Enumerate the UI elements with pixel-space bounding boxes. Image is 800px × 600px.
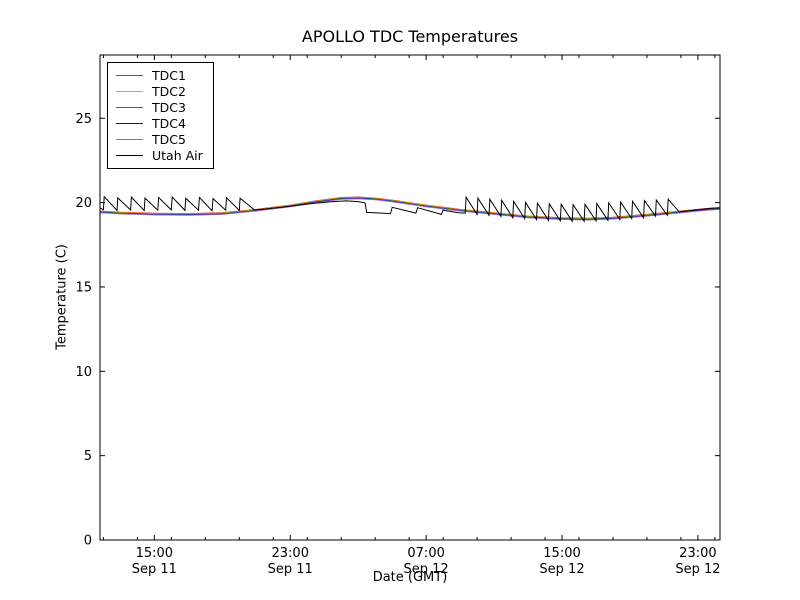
legend-label: Utah Air <box>152 148 203 163</box>
legend: TDC1 TDC2 TDC3 TDC4 TDC5 Utah Air <box>107 62 214 169</box>
legend-item: Utah Air <box>116 149 203 162</box>
legend-line-swatch <box>116 123 143 124</box>
axis-ticks <box>100 55 720 541</box>
y-tick-label: 0 <box>84 534 92 549</box>
y-tick-label: 10 <box>75 365 92 380</box>
legend-item: TDC2 <box>116 85 203 98</box>
legend-line-swatch <box>116 155 143 156</box>
x-axis-label: Date (GMT) <box>372 570 448 585</box>
y-tick-label: 5 <box>84 449 92 464</box>
legend-line-swatch <box>116 107 143 108</box>
legend-label: TDC1 <box>152 68 186 83</box>
x-tick-time-label: 23:00 <box>272 546 309 561</box>
legend-item: TDC5 <box>116 133 203 146</box>
legend-line-swatch <box>116 139 143 140</box>
x-tick-time-label: 15:00 <box>543 546 580 561</box>
x-tick-date-label: Sep 12 <box>675 562 720 577</box>
legend-label: TDC4 <box>152 116 186 131</box>
legend-label: TDC5 <box>152 132 186 147</box>
legend-label: TDC2 <box>152 84 186 99</box>
legend-item: TDC3 <box>116 101 203 114</box>
series-line-utah-air <box>100 195 720 223</box>
series-lines <box>100 195 720 223</box>
x-tick-time-label: 15:00 <box>136 546 173 561</box>
legend-line-swatch <box>116 91 143 92</box>
y-tick-label: 25 <box>75 112 92 127</box>
x-tick-time-label: 23:00 <box>679 546 716 561</box>
legend-item: TDC1 <box>116 69 203 82</box>
x-tick-time-label: 07:00 <box>407 546 444 561</box>
chart-title: APOLLO TDC Temperatures <box>301 27 519 46</box>
legend-label: TDC3 <box>152 100 186 115</box>
y-tick-label: 20 <box>75 196 92 211</box>
legend-item: TDC4 <box>116 117 203 130</box>
x-tick-date-label: Sep 12 <box>539 562 584 577</box>
y-tick-label: 15 <box>75 280 92 295</box>
x-tick-date-label: Sep 12 <box>404 562 449 577</box>
x-tick-date-label: Sep 11 <box>268 562 313 577</box>
x-tick-date-label: Sep 11 <box>132 562 177 577</box>
plot-border <box>99 54 721 541</box>
legend-line-swatch <box>116 75 143 76</box>
